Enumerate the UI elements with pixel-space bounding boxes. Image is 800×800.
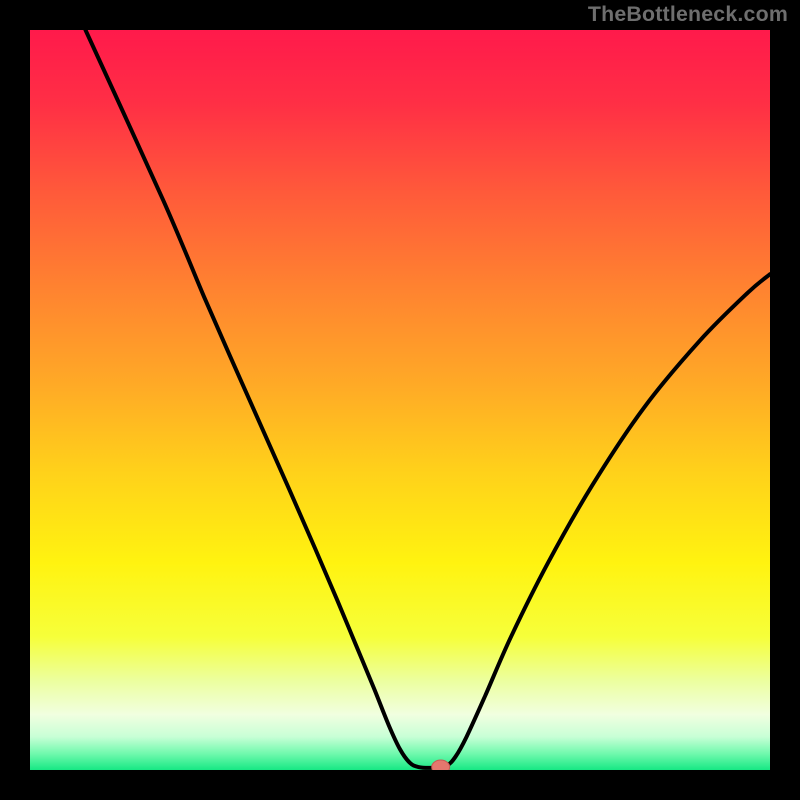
gradient-background bbox=[30, 30, 770, 770]
chart-frame: { "watermark": { "text": "TheBottleneck.… bbox=[0, 0, 800, 800]
minimum-marker bbox=[432, 760, 450, 770]
bottleneck-chart bbox=[30, 30, 770, 770]
watermark-text: TheBottleneck.com bbox=[588, 2, 788, 27]
